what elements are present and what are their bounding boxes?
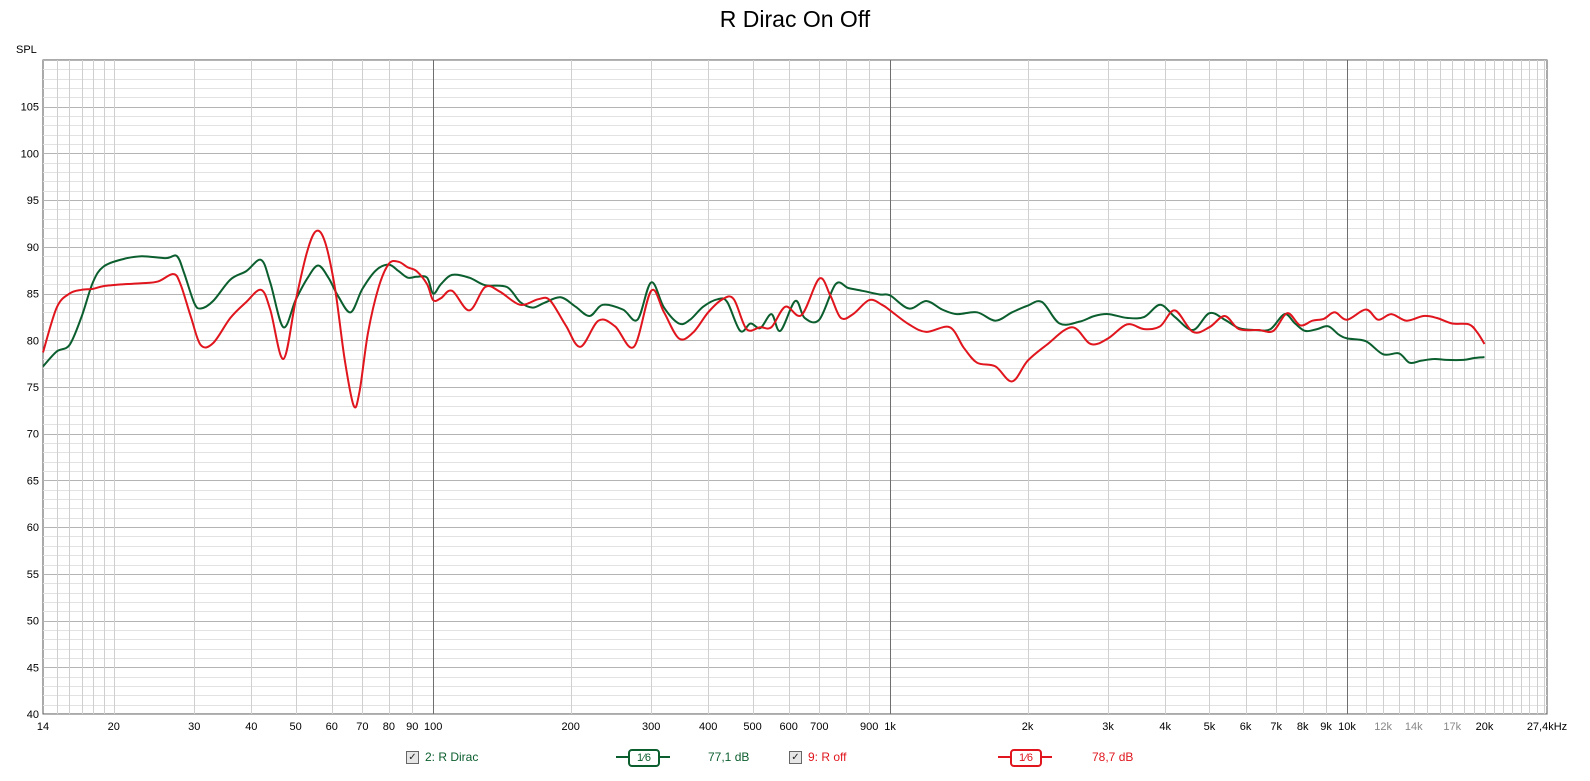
x-tick-label: 1k: [884, 721, 896, 733]
x-tick-label: 17k: [1443, 721, 1461, 733]
y-tick-label: 105: [21, 102, 39, 114]
y-tick-label: 95: [27, 195, 39, 207]
x-tick-label: 50: [289, 721, 301, 733]
x-tick-label: 20k: [1476, 721, 1494, 733]
x-tick-label: 400: [699, 721, 717, 733]
x-tick-label: 27,4kHz: [1527, 721, 1567, 733]
x-tick-label: 8k: [1297, 721, 1309, 733]
x-tick-label: 10k: [1338, 721, 1356, 733]
smoothing-selector-r-off[interactable]: 1⁄6: [998, 747, 1052, 767]
y-tick-label: 85: [27, 289, 39, 301]
x-tick-label: 7k: [1270, 721, 1282, 733]
x-tick-label: 30: [188, 721, 200, 733]
legend-item-r-off[interactable]: ✓ 9: R off: [789, 747, 846, 767]
y-tick-label: 65: [27, 475, 39, 487]
y-tick-label: 75: [27, 382, 39, 394]
series-lines: [42, 229, 1486, 409]
x-tick-label: 600: [780, 721, 798, 733]
legend-label-r-off: 9: R off: [808, 750, 847, 764]
x-tick-label: 6k: [1240, 721, 1252, 733]
smoothing-badge-r-dirac: 1⁄6: [628, 749, 660, 767]
x-tick-label: 14: [37, 721, 49, 733]
y-tick-label: 40: [27, 709, 39, 721]
x-tick-label: 70: [356, 721, 368, 733]
y-tick-label: 50: [27, 616, 39, 628]
x-tick-label: 300: [642, 721, 660, 733]
x-tick-label: 90: [406, 721, 418, 733]
legend-item-r-dirac[interactable]: ✓ 2: R Dirac: [406, 747, 478, 767]
y-tick-label: 100: [21, 148, 39, 160]
x-tick-label: 100: [424, 721, 442, 733]
x-tick-label: 2k: [1022, 721, 1034, 733]
y-tick-label: 55: [27, 569, 39, 581]
checkbox-r-dirac[interactable]: ✓: [406, 750, 419, 764]
level-value-r-off: 78,7 dB: [1092, 750, 1134, 764]
checkbox-r-off[interactable]: ✓: [789, 750, 802, 764]
chart-title: R Dirac On Off: [719, 6, 871, 32]
legend-label-r-dirac: 2: R Dirac: [425, 750, 479, 764]
y-axis-label: SPL: [16, 44, 37, 56]
y-tick-label: 60: [27, 522, 39, 534]
axis-tick-labels: 40 45 50 55 60 65 70 75 80 85 90 95 100 105 14 20 30 40 50…: [21, 102, 1568, 733]
x-tick-label: 4k: [1159, 721, 1171, 733]
x-tick-label: 700: [810, 721, 828, 733]
level-r-off: 78,7 dB: [1092, 747, 1133, 767]
x-tick-label: 80: [383, 721, 395, 733]
smoothing-badge-r-off: 1⁄6: [1010, 749, 1042, 767]
x-tick-label: 12k: [1374, 721, 1392, 733]
y-tick-label: 80: [27, 335, 39, 347]
series-line-9-r-off: [42, 229, 1486, 409]
smoothing-selector-r-dirac[interactable]: 1⁄6: [616, 747, 670, 767]
x-tick-label: 40: [245, 721, 257, 733]
x-tick-label: 3k: [1102, 721, 1114, 733]
y-tick-label: 45: [27, 662, 39, 674]
x-tick-label: 5k: [1204, 721, 1216, 733]
level-value-r-dirac: 77,1 dB: [708, 750, 750, 764]
x-tick-label: 9k: [1320, 721, 1332, 733]
x-tick-label: 200: [562, 721, 580, 733]
x-tick-label: 500: [743, 721, 761, 733]
y-tick-label: 90: [27, 242, 39, 254]
level-r-dirac: 77,1 dB: [708, 747, 749, 767]
x-tick-label: 900: [860, 721, 878, 733]
x-tick-label: 20: [108, 721, 120, 733]
y-tick-label: 70: [27, 429, 39, 441]
x-tick-label: 60: [326, 721, 338, 733]
grid-lines: [42, 59, 1548, 715]
x-tick-label: 14k: [1405, 721, 1423, 733]
